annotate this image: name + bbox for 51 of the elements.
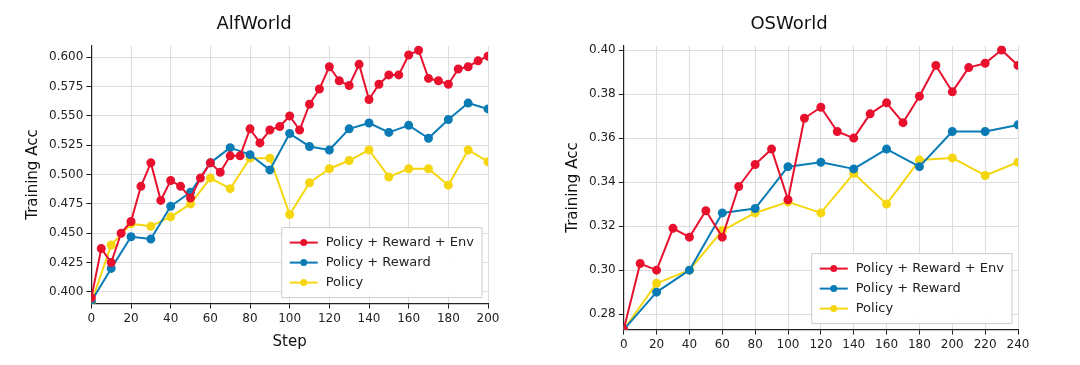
x-tick-label: 100 — [278, 310, 302, 325]
y-tick-label: 0.450 — [48, 225, 84, 240]
legend-label: Policy + Reward — [325, 253, 431, 269]
x-tick-label: 40 — [163, 310, 179, 325]
y-tick-label: 0.425 — [48, 254, 84, 269]
y-tick-label: 0.34 — [589, 174, 616, 189]
x-tick-label: 180 — [436, 310, 460, 325]
x-tick-label: 60 — [714, 336, 730, 351]
x-tick-label: 120 — [809, 336, 833, 351]
x-tick-label: 80 — [242, 310, 258, 325]
x-tick-label: 80 — [747, 336, 763, 351]
y-tick-label: 0.30 — [589, 262, 616, 277]
x-tick-label: 160 — [397, 310, 421, 325]
x-tick-label: 240 — [1006, 336, 1030, 351]
y-tick-label: 0.36 — [589, 130, 616, 145]
x-tick-label: 160 — [875, 336, 899, 351]
x-tick-label: 60 — [202, 310, 218, 325]
y-axis-title: Training Acc — [562, 142, 581, 234]
legend-label: Policy + Reward — [855, 279, 961, 295]
x-tick-label: 140 — [842, 336, 866, 351]
x-tick-label: 220 — [973, 336, 997, 351]
legend-label: Policy — [855, 299, 894, 315]
y-tick-label: 0.500 — [48, 166, 84, 181]
x-tick-label: 200 — [940, 336, 964, 351]
x-tick-label: 40 — [681, 336, 698, 351]
y-tick-label: 0.575 — [48, 78, 84, 93]
y-tick-label: 0.475 — [48, 196, 84, 211]
x-tick-label: 20 — [648, 336, 665, 351]
y-tick-label: 0.550 — [48, 108, 84, 123]
legend-label: Policy — [325, 273, 364, 289]
chart-title: OSWorld — [750, 12, 828, 34]
chart-title: AlfWorld — [216, 12, 292, 34]
x-tick-label: 0 — [87, 310, 96, 325]
x-tick-label: 120 — [317, 310, 341, 325]
x-tick-label: 180 — [907, 336, 931, 351]
y-tick-label: 0.400 — [48, 284, 84, 298]
y-tick-label: 0.525 — [48, 137, 84, 152]
x-tick-label: 200 — [476, 310, 500, 325]
y-axis-title: Training Acc — [22, 129, 41, 221]
x-axis-title: Step — [272, 331, 307, 350]
y-tick-label: 0.32 — [589, 218, 616, 233]
x-tick-label: 20 — [123, 310, 139, 325]
y-tick-label: 0.28 — [589, 306, 616, 321]
y-tick-label: 0.38 — [589, 86, 616, 101]
legend-label: Policy + Reward + Env — [855, 259, 1005, 275]
y-tick-label: 0.40 — [589, 42, 616, 57]
legend-label: Policy + Reward + Env — [325, 233, 475, 249]
x-tick-label: 0 — [619, 336, 628, 351]
y-tick-label: 0.600 — [48, 49, 84, 64]
x-tick-label: 100 — [776, 336, 800, 351]
x-tick-label: 140 — [357, 310, 381, 325]
